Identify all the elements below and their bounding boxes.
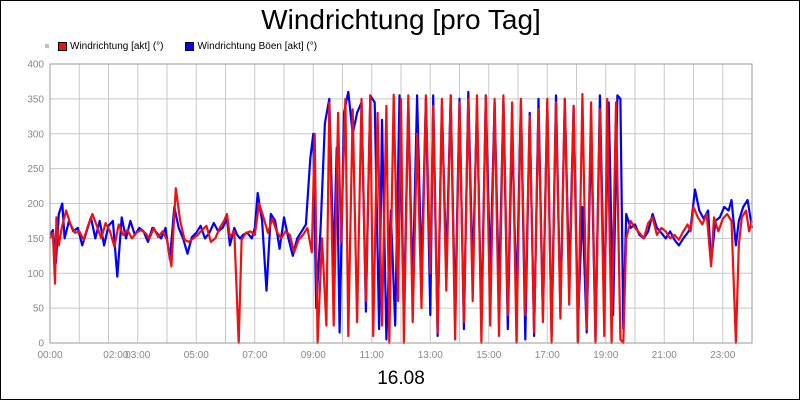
x-tick-label: 11:00 bbox=[360, 350, 385, 361]
plot-border bbox=[49, 63, 753, 344]
x-tick-label: 21:00 bbox=[652, 350, 677, 361]
x-tick-label: 19:00 bbox=[593, 350, 618, 361]
x-tick-label: 23:00 bbox=[710, 350, 735, 361]
x-tick-label: 13:00 bbox=[418, 350, 443, 361]
legend-item-gust-direction: Windrichtung Böen [akt] (°) bbox=[185, 41, 317, 52]
legend-swatch-blue bbox=[185, 41, 195, 51]
legend: Windrichtung [akt] (°) Windrichtung Böen… bbox=[45, 39, 339, 53]
x-tick-label: 07:00 bbox=[242, 350, 267, 361]
legend-label-gust-direction: Windrichtung Böen [akt] (°) bbox=[197, 40, 318, 52]
y-tick-label: 0 bbox=[38, 339, 44, 350]
x-tick-label: 02:00 bbox=[103, 350, 128, 361]
chart-title: Windrichtung [pro Tag] bbox=[261, 4, 541, 35]
x-tick-label: 09:00 bbox=[301, 350, 326, 361]
x-axis-date-label: 16.08 bbox=[377, 368, 425, 389]
legend-label-wind-direction: Windrichtung [akt] (°) bbox=[70, 40, 164, 52]
x-tick-label: 15:00 bbox=[476, 350, 501, 361]
x-tick-label: 17:00 bbox=[535, 350, 560, 361]
legend-item-wind-direction: Windrichtung [akt] (°) bbox=[58, 41, 163, 52]
y-tick-label: 350 bbox=[27, 94, 44, 105]
y-tick-label: 200 bbox=[27, 199, 44, 210]
x-tick-label: 03:00 bbox=[125, 350, 150, 361]
y-tick-label: 100 bbox=[27, 269, 44, 280]
x-tick-label: 05:00 bbox=[184, 350, 209, 361]
legend-swatch-red bbox=[58, 41, 67, 51]
series-line-wind-direction bbox=[49, 92, 754, 345]
y-tick-label: 150 bbox=[27, 234, 44, 245]
x-tick-label: 00:00 bbox=[37, 350, 62, 361]
y-tick-label: 300 bbox=[27, 129, 44, 140]
y-tick-label: 400 bbox=[27, 60, 44, 71]
series-line-gust-direction bbox=[49, 90, 754, 341]
y-tick-label: 50 bbox=[33, 304, 45, 315]
y-tick-label: 250 bbox=[27, 164, 44, 175]
legend-bullet-icon bbox=[45, 44, 49, 48]
